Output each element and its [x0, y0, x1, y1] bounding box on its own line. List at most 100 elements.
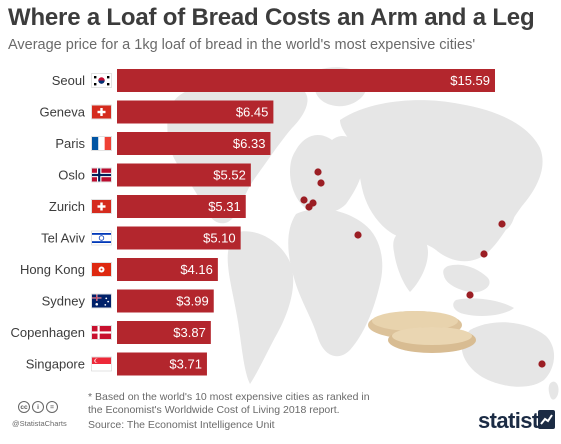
bar-singapore	[117, 352, 207, 376]
flag-paris	[91, 136, 112, 151]
value-label-seoul: $15.59	[450, 73, 490, 88]
flag-singapore	[91, 356, 112, 372]
bar-plot-area: Seoul $15.59 Geneva $6.45 Paris $6.33 Oslo $5.5…	[11, 69, 495, 376]
norway-flag-blue-v	[98, 168, 101, 182]
flag-sydney	[91, 293, 112, 309]
flag-zurich	[91, 199, 112, 214]
bar-row-seoul: Seoul $15.59	[52, 69, 495, 92]
france-flag-white	[98, 137, 105, 150]
city-markers	[300, 168, 546, 368]
city-marker-sydney	[538, 360, 546, 368]
city-marker-seoul	[498, 220, 506, 228]
bar-row-tel-aviv: Tel Aviv $5.10	[41, 226, 241, 250]
value-label-copenhagen: $3.87	[173, 325, 206, 340]
south-korea-flag-circle-lower	[98, 80, 105, 84]
bread-loaf-back-top	[372, 311, 458, 331]
statista-logo-icon	[538, 410, 555, 429]
bar-zurich	[117, 195, 246, 218]
bar-row-copenhagen: Copenhagen $3.87	[11, 321, 211, 344]
bread-loaf-front-top	[392, 327, 472, 345]
flag-tel-aviv	[91, 230, 112, 246]
city-marker-oslo	[314, 168, 322, 176]
south-korea-flag-trigram-2	[94, 83, 97, 86]
category-label-zurich: Zurich	[49, 199, 85, 214]
flag-hong-kong	[91, 262, 112, 277]
value-label-singapore: $3.71	[169, 357, 202, 372]
city-marker-geneva	[305, 203, 313, 211]
category-label-oslo: Oslo	[58, 168, 85, 183]
norway-flag-blue-h	[92, 173, 111, 177]
bar-row-paris: Paris $6.33	[55, 132, 271, 155]
bar-paris	[117, 132, 271, 155]
category-label-sydney: Sydney	[42, 294, 86, 309]
flag-geneva	[91, 104, 112, 120]
category-label-tel-aviv: Tel Aviv	[41, 231, 85, 246]
city-marker-hong-kong	[480, 250, 488, 258]
singapore-flag-crescent-cut	[95, 358, 100, 363]
city-marker-copenhagen	[317, 179, 325, 187]
value-label-tel-aviv: $5.10	[203, 231, 236, 246]
australia-flag-star-2	[107, 300, 110, 303]
australia-flag-star-1	[105, 297, 108, 300]
value-label-sydney: $3.99	[176, 294, 209, 309]
attribution-icon: i	[32, 401, 44, 413]
australia-flag-union-v-red	[96, 294, 98, 301]
value-label-paris: $6.33	[233, 136, 266, 151]
category-label-geneva: Geneva	[39, 105, 85, 120]
value-label-geneva: $6.45	[236, 105, 269, 120]
switzerland-flag-cross-v	[100, 108, 103, 116]
bar-copenhagen	[117, 321, 211, 344]
israel-flag-stripe-bottom	[92, 241, 111, 243]
israel-flag-stripe-top	[92, 233, 111, 235]
denmark-flag-cross-h	[92, 331, 111, 334]
australia-flag-star-0	[95, 302, 99, 306]
value-label-oslo: $5.52	[213, 168, 246, 183]
license-icons: cc i =	[18, 401, 58, 413]
city-marker-paris	[300, 196, 308, 204]
israel-flag-star	[98, 235, 105, 241]
switzerland-flag-cross-v	[100, 202, 103, 211]
bar-row-zurich: Zurich $5.31	[49, 195, 246, 218]
south-korea-flag-trigram-0	[94, 76, 97, 79]
value-label-zurich: $5.31	[208, 199, 241, 214]
category-label-hong-kong: Hong Kong	[20, 262, 85, 277]
flag-copenhagen	[91, 325, 112, 340]
south-korea-flag-trigram-3	[107, 83, 110, 86]
map-new-zealand	[548, 381, 559, 400]
map-indonesia	[453, 298, 514, 316]
bar-oslo	[117, 163, 251, 187]
denmark-flag-cross-v	[97, 326, 100, 339]
source-note: Source: The Economist Intelligence Unit	[88, 419, 275, 431]
hong-kong-flag-flower-center	[100, 268, 103, 271]
category-label-paris: Paris	[55, 136, 85, 151]
bar-seoul	[117, 69, 495, 92]
bar-hong-kong	[117, 258, 218, 281]
chart-title: Where a Loaf of Bread Costs an Arm and a…	[8, 4, 535, 31]
bar-row-geneva: Geneva $6.45	[39, 100, 274, 124]
bar-geneva	[117, 100, 274, 124]
france-flag-blue	[92, 137, 99, 150]
city-marker-tel-aviv	[354, 231, 362, 239]
bar-row-oslo: Oslo $5.52	[58, 163, 251, 187]
map-southeast-asia	[443, 264, 490, 293]
chart-subtitle: Average price for a 1kg loaf of bread in…	[8, 37, 476, 53]
bar-row-singapore: Singapore $3.71	[26, 352, 207, 376]
map-india	[393, 230, 428, 292]
map-africa	[288, 209, 383, 357]
map-south-america	[227, 231, 294, 384]
map-australia	[461, 322, 555, 387]
category-label-seoul: Seoul	[52, 73, 85, 88]
flag-seoul	[91, 73, 112, 88]
bar-tel-aviv	[117, 226, 241, 250]
singapore-flag-top	[92, 357, 111, 364]
statista-handle: @StatistaCharts	[12, 419, 67, 428]
france-flag-red	[104, 137, 111, 150]
category-label-singapore: Singapore	[26, 357, 85, 372]
no-derivatives-icon: =	[46, 401, 58, 413]
value-label-hong-kong: $4.16	[180, 262, 213, 277]
bread-loaves-illustration	[368, 311, 476, 353]
australia-flag-star-3	[104, 304, 107, 306]
south-korea-flag-trigram-1	[107, 76, 110, 79]
map-asia	[340, 100, 543, 262]
